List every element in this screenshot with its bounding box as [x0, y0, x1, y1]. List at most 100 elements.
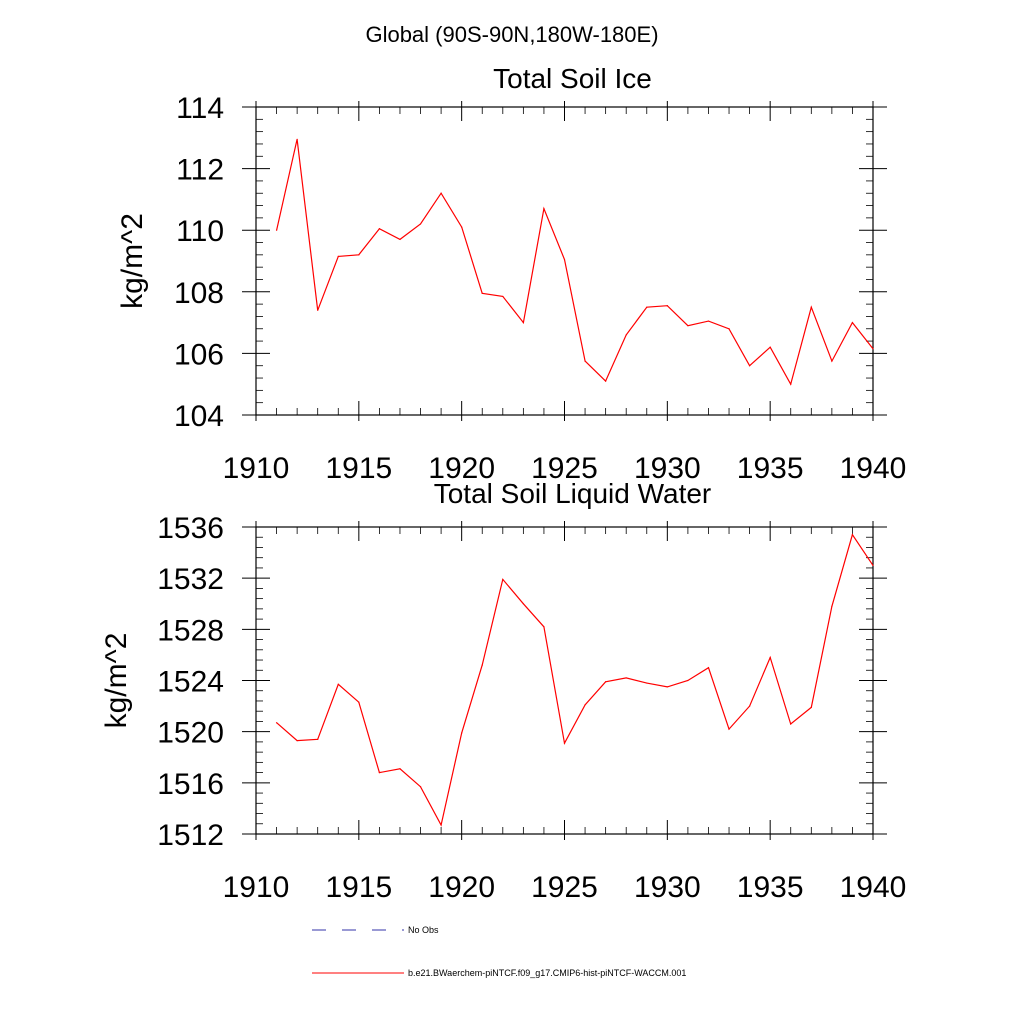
data-point: [296, 740, 298, 742]
y-tick-label: 1516: [157, 768, 224, 801]
data-point: [481, 292, 483, 294]
data-point: [851, 322, 854, 324]
panel-total-soil-liquid-water: Total Soil Liquid Water kg/m^2 1910 1915 192…: [100, 478, 906, 904]
data-point: [687, 679, 689, 682]
data-point: [399, 768, 401, 770]
x-tick-label: 1910: [223, 871, 290, 904]
chart-title: Total Soil Liquid Water: [434, 478, 712, 509]
y-tick-label: 110: [176, 215, 224, 248]
data-point: [872, 348, 874, 350]
x-tick-label: 1925: [531, 871, 598, 904]
y-tick-label: 1524: [157, 666, 224, 699]
data-point: [543, 208, 545, 210]
data-point: [625, 677, 627, 679]
data-point: [419, 786, 422, 788]
plot-frame: [255, 526, 874, 835]
x-tick-label: 1920: [428, 871, 495, 904]
data-point: [872, 564, 874, 566]
x-tick-label: 1930: [634, 871, 701, 904]
data-point: [543, 626, 545, 628]
y-tick-label: 104: [174, 400, 224, 433]
data-point: [790, 383, 792, 385]
data-point: [790, 723, 792, 725]
data-point: [337, 255, 339, 257]
page-title: Global (90S-90N,180W-180E): [365, 22, 658, 47]
data-point: [296, 138, 298, 140]
data-point: [440, 824, 442, 826]
data-point: [605, 681, 607, 683]
data-point: [502, 578, 504, 581]
series-line: [276, 533, 874, 827]
y-tick-label: 108: [174, 277, 224, 310]
x-tick-label: 1920: [428, 452, 495, 485]
data-point: [522, 603, 524, 605]
y-tick-label: 114: [176, 92, 224, 125]
data-point: [646, 682, 648, 684]
data-point: [666, 305, 668, 307]
x-tick-label: 1940: [840, 871, 907, 904]
x-tick-label: 1930: [634, 452, 701, 485]
y-axis-label: kg/m^2: [116, 213, 149, 309]
data-point: [275, 229, 278, 231]
data-point: [728, 728, 730, 730]
x-tick-label: 1910: [223, 452, 290, 485]
data-point: [707, 320, 710, 322]
data-point: [481, 664, 483, 666]
y-tick-label: 1532: [157, 563, 224, 596]
data-point: [769, 656, 771, 659]
data-point: [317, 738, 319, 740]
data-point: [707, 667, 710, 669]
data-point: [399, 238, 401, 241]
data-point: [749, 365, 751, 367]
legend-model-label: b.e21.BWaerchem-piNTCF.f09_g17.CMIP6-his…: [408, 968, 686, 978]
data-point: [605, 380, 607, 382]
data-point: [378, 772, 380, 774]
series-line: [276, 139, 874, 386]
x-tick-label: 1935: [737, 871, 804, 904]
data-point: [749, 705, 751, 707]
data-point: [419, 223, 422, 225]
x-tick-label: 1925: [531, 452, 598, 485]
y-tick-label: 1520: [157, 717, 224, 750]
panel-total-soil-ice: Total Soil Ice kg/m^2 1910 1915 1920 1925 1930…: [116, 63, 906, 485]
data-point: [358, 254, 360, 256]
x-tick-label: 1935: [737, 452, 804, 485]
y-axis-label: kg/m^2: [100, 633, 133, 729]
x-tick-label: 1915: [325, 871, 392, 904]
chart-title: Total Soil Ice: [493, 63, 652, 94]
data-point: [584, 704, 586, 706]
data-point: [831, 605, 833, 607]
data-point: [810, 306, 812, 308]
data-point: [851, 534, 854, 536]
data-point: [666, 686, 668, 688]
data-point: [769, 346, 771, 348]
legend-no-obs-label: No Obs: [408, 925, 439, 935]
data-point: [358, 701, 360, 703]
legend: No Obs b.e21.BWaerchem-piNTCF.f09_g17.CM…: [312, 925, 686, 978]
data-point: [275, 722, 278, 724]
data-point: [378, 228, 380, 230]
data-point: [584, 360, 586, 362]
y-tick-label: 1528: [157, 614, 224, 647]
x-tick-label: 1915: [325, 452, 392, 485]
y-tick-label: 106: [174, 338, 224, 371]
data-point: [461, 732, 463, 734]
data-point: [625, 334, 627, 336]
y-tick-label: 1512: [157, 819, 224, 852]
data-point: [461, 226, 463, 228]
data-point: [317, 309, 319, 311]
data-point: [563, 258, 566, 261]
data-point: [502, 295, 504, 298]
y-tick-label: 1536: [157, 512, 224, 545]
data-point: [687, 325, 689, 327]
data-point: [440, 192, 442, 194]
data-point: [810, 706, 812, 708]
data-point: [831, 360, 833, 362]
data-point: [522, 322, 524, 324]
y-tick-label: 112: [176, 154, 224, 187]
data-point: [646, 306, 648, 308]
data-point: [728, 328, 730, 330]
x-tick-label: 1940: [840, 452, 907, 485]
data-point: [563, 742, 566, 744]
